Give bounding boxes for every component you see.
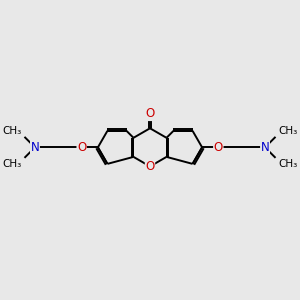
Text: N: N [31,141,39,154]
Text: N: N [261,141,269,154]
Text: CH₃: CH₃ [3,125,22,136]
Text: O: O [77,141,86,154]
Text: O: O [214,141,223,154]
Text: CH₃: CH₃ [278,159,297,169]
Text: O: O [146,107,154,121]
Text: CH₃: CH₃ [3,159,22,169]
Text: O: O [146,160,154,173]
Text: CH₃: CH₃ [278,125,297,136]
